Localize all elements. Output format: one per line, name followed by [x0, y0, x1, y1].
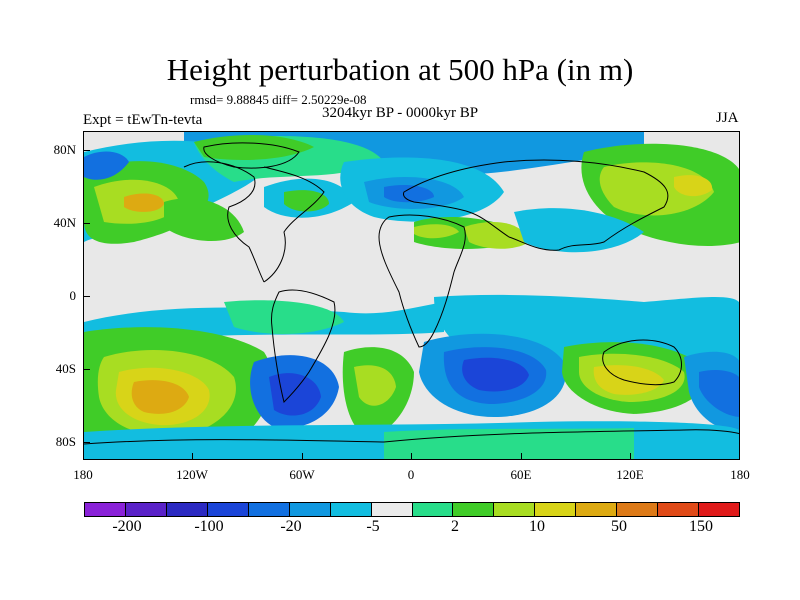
lon-label: 0: [407, 467, 415, 482]
colorbar-swatch: [85, 503, 126, 516]
sam-deep: [269, 373, 321, 416]
coastlines: [84, 142, 739, 445]
lat-label: 40S: [55, 361, 76, 376]
map-panel: [83, 131, 740, 460]
lat-tick: [83, 442, 90, 443]
colorbar-label: 50: [611, 518, 627, 535]
colorbar-swatch: [248, 503, 290, 516]
satl-green: [224, 300, 344, 334]
lon-tick: [521, 453, 522, 460]
australia: [602, 339, 682, 386]
colorbar-label: 150: [689, 518, 713, 535]
colorbar-swatch: [576, 503, 618, 516]
lat-tick: [83, 223, 90, 224]
lon-label: 60W: [289, 467, 315, 482]
map-title: Height perturbation at 500 hPa (in m): [166, 52, 634, 87]
lat-label: 80N: [53, 142, 76, 157]
colorbar-swatch: [371, 503, 413, 516]
north-america-east-coast: [263, 166, 325, 283]
namerica-green: [164, 198, 244, 242]
experiment-label: Expt = tEwTn-tevta: [83, 112, 203, 128]
rmsd-stats: rmsd= 9.88845 diff= 2.50229e-08: [190, 92, 367, 107]
spac-east-deep: [699, 370, 739, 417]
lon-tick: [411, 453, 412, 460]
greenland-core: [194, 135, 314, 160]
contour-field: [84, 132, 739, 459]
npac-east-yellow: [674, 175, 713, 197]
colorbar-label: -20: [280, 518, 302, 535]
antarctic-green: [384, 428, 634, 459]
lon-tick: [630, 453, 631, 460]
colorbar-swatch: [412, 503, 454, 516]
asia-yg: [464, 222, 529, 249]
lon-tick: [192, 453, 193, 460]
colorbar-label: 10: [529, 518, 545, 535]
colorbar-label: 2: [451, 518, 459, 535]
colorbar: [84, 502, 740, 517]
lon-label: 180: [730, 467, 750, 482]
south-america: [271, 289, 336, 403]
lon-label: 180: [73, 467, 93, 482]
lat-tick: [83, 296, 90, 297]
africa: [378, 214, 466, 348]
lon-tick: [302, 453, 303, 460]
lat-label: 80S: [55, 434, 76, 449]
lat-tick: [83, 150, 90, 151]
antarctica: [84, 429, 739, 445]
eurasia-deep: [384, 185, 434, 203]
greenland: [203, 142, 300, 169]
satl-yg: [354, 365, 396, 406]
sio-deep: [462, 357, 529, 392]
colorbar-swatch: [289, 503, 331, 516]
lon-label: 60E: [510, 467, 532, 482]
colorbar-swatch: [330, 503, 372, 516]
colorbar-swatch: [494, 503, 536, 516]
colorbar-label: -5: [366, 518, 380, 535]
lat-tick: [83, 369, 90, 370]
aus-yellow: [593, 365, 664, 395]
mideast-yg: [414, 224, 459, 239]
colorbar-swatch: [617, 503, 659, 516]
lat-label: 40N: [53, 215, 76, 230]
natl-green: [284, 190, 329, 212]
colorbar-swatch: [658, 503, 700, 516]
eurasia: [403, 159, 669, 251]
colorbar-label: -200: [112, 518, 142, 535]
time-period: 3204kyr BP - 0000kyr BP: [322, 105, 479, 121]
colorbar-swatch: [166, 503, 208, 516]
colorbar-swatch: [535, 503, 577, 516]
npac-orange: [124, 193, 164, 212]
colorbar-swatch: [207, 503, 249, 516]
lon-label: 120E: [616, 467, 644, 482]
colorbar-swatch: [699, 503, 739, 516]
aleutian-blue: [84, 151, 129, 180]
lon-label: 120W: [176, 467, 208, 482]
colorbar-swatch: [453, 503, 495, 516]
pac-west-cyan: [514, 208, 644, 253]
colorbar-swatch: [125, 503, 167, 516]
lat-label: 0: [69, 288, 77, 303]
spac-orange: [131, 380, 189, 414]
season-label: JJA: [716, 110, 739, 126]
colorbar-label: -100: [194, 518, 224, 535]
north-america-west-coast: [183, 161, 265, 283]
